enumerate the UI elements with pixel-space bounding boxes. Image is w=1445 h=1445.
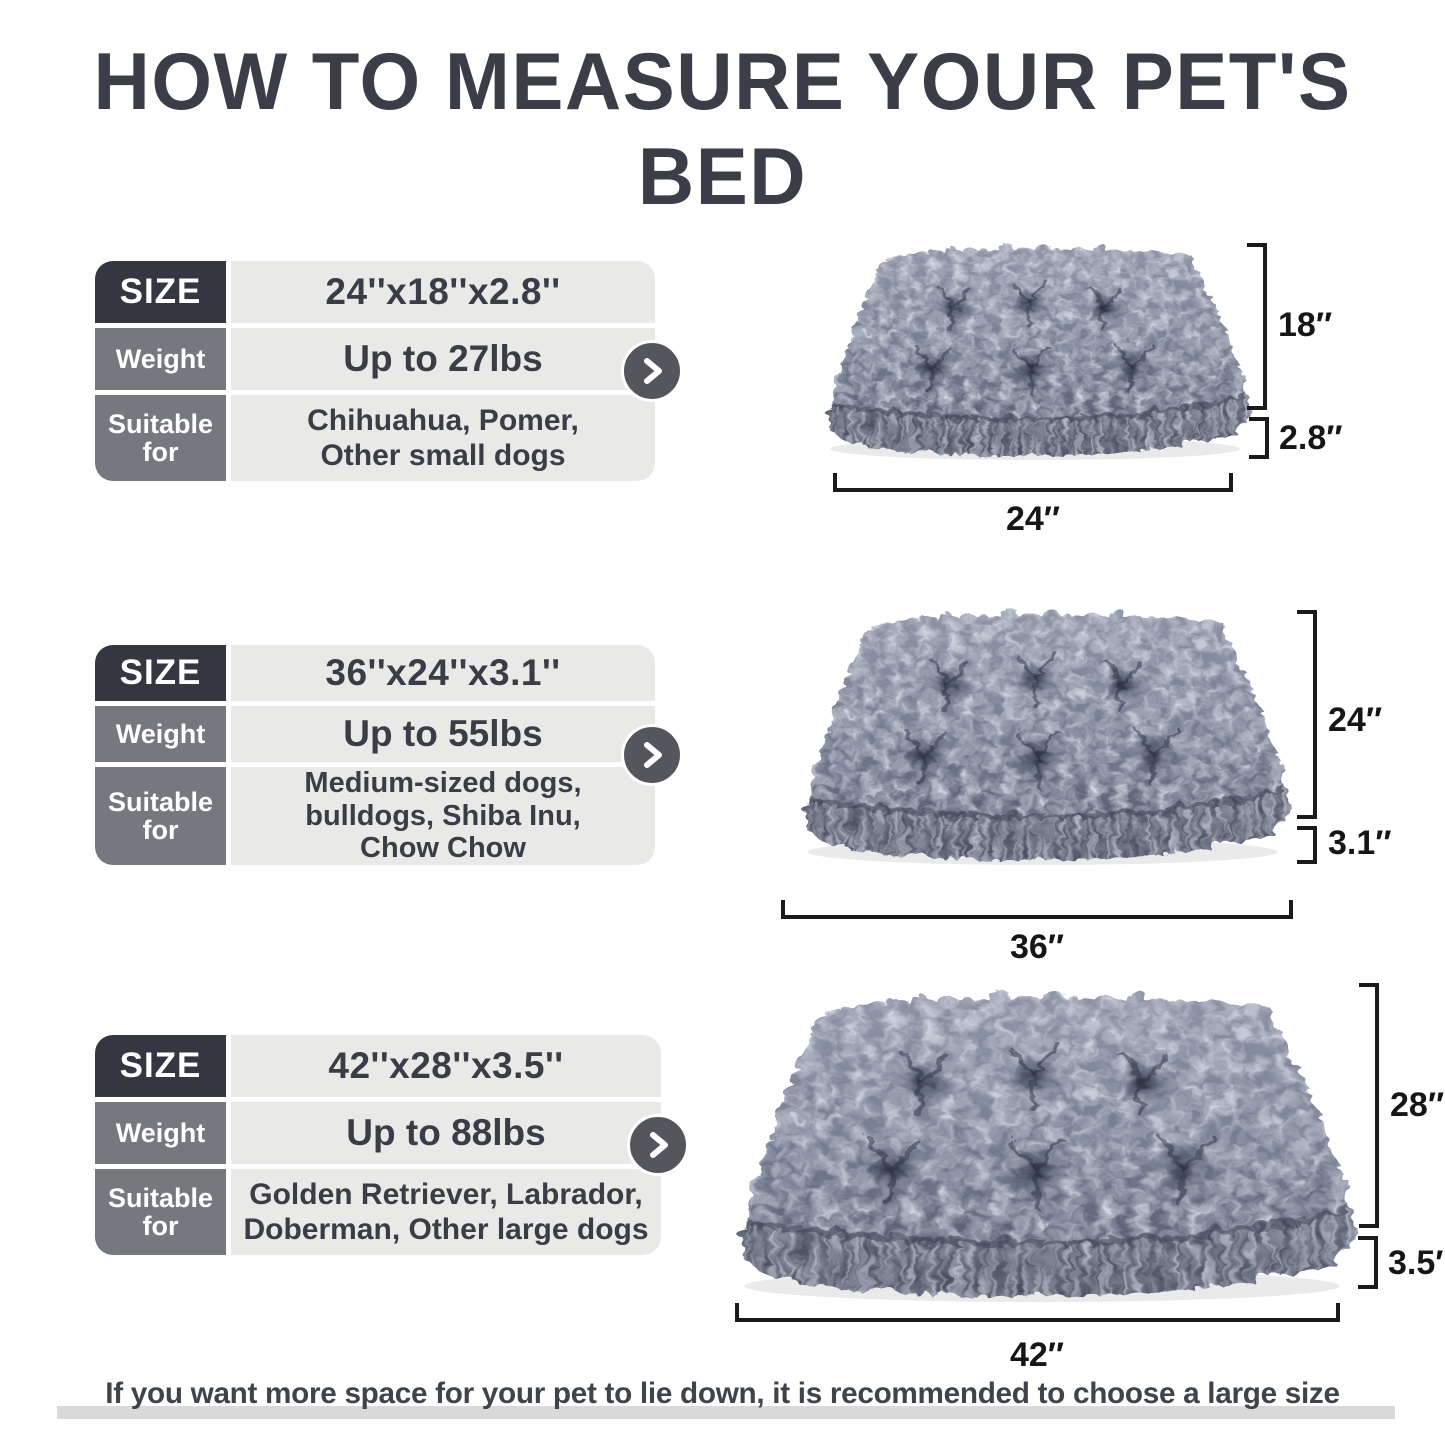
footer-highlight-bar	[57, 1406, 1395, 1419]
width-dimension-label: 24″	[1005, 500, 1061, 538]
thickness-dimension-label: 3.1″	[1328, 824, 1392, 862]
size-value: 36''x24''x3.1''	[231, 645, 655, 701]
thickness-dimension-bracket	[1358, 1236, 1378, 1289]
size-value: 24''x18''x2.8''	[231, 261, 655, 323]
suitable-for-row-label: Suitable for	[95, 767, 226, 865]
table-row: SIZE 42''x28''x3.5''	[95, 1035, 661, 1097]
table-row: Suitable for Chihuahua, Pomer, Other sma…	[95, 395, 655, 481]
depth-dimension-label: 18″	[1278, 306, 1333, 344]
pet-bed-image-small	[825, 245, 1248, 460]
table-row: Weight Up to 88lbs	[95, 1102, 661, 1164]
width-dimension-bracket	[735, 1303, 1340, 1322]
weight-value: Up to 27lbs	[231, 328, 655, 390]
weight-value: Up to 55lbs	[231, 706, 655, 762]
weight-row-label: Weight	[95, 1102, 226, 1164]
suitable-for-row-label: Suitable for	[95, 395, 226, 481]
depth-dimension-bracket	[1247, 243, 1267, 410]
size-row-label: SIZE	[95, 261, 226, 323]
suitable-for-value: Chihuahua, Pomer, Other small dogs	[231, 395, 655, 481]
width-dimension-label: 36″	[1009, 928, 1065, 966]
width-dimension-bracket	[781, 900, 1293, 919]
table-row: Suitable for Golden Retriever, Labrador,…	[95, 1169, 661, 1255]
page-title: HOW TO MEASURE YOUR PET'S BED	[93, 35, 1352, 222]
footer-note: If you want more space for your pet to l…	[105, 1377, 1340, 1410]
size-row-label: SIZE	[95, 645, 226, 701]
suitable-for-row-label: Suitable for	[95, 1169, 226, 1255]
spec-table-small: SIZE 24''x18''x2.8'' Weight Up to 27lbs …	[95, 261, 655, 481]
table-row: Suitable for Medium-sized dogs, bulldogs…	[95, 767, 655, 865]
spec-table-large: SIZE 42''x28''x3.5'' Weight Up to 88lbs …	[95, 1035, 661, 1255]
width-dimension-bracket	[833, 473, 1233, 492]
size-value: 42''x28''x3.5''	[231, 1035, 661, 1097]
weight-row-label: Weight	[95, 706, 226, 762]
depth-dimension-label: 24″	[1328, 701, 1383, 739]
pet-bed-image-medium	[801, 610, 1287, 865]
depth-dimension-label: 28″	[1390, 1086, 1445, 1124]
suitable-for-value: Golden Retriever, Labrador, Doberman, Ot…	[231, 1169, 661, 1255]
size-row-label: SIZE	[95, 1035, 226, 1097]
table-row: Weight Up to 55lbs	[95, 706, 655, 762]
chevron-right-icon	[621, 340, 683, 402]
thickness-dimension-bracket	[1249, 417, 1269, 459]
thickness-dimension-label: 2.8″	[1279, 419, 1343, 457]
chevron-right-icon	[621, 724, 683, 786]
weight-row-label: Weight	[95, 328, 226, 390]
pet-bed-image-large	[736, 992, 1351, 1302]
thickness-dimension-bracket	[1297, 826, 1317, 864]
depth-dimension-bracket	[1297, 610, 1317, 819]
suitable-for-value: Medium-sized dogs, bulldogs, Shiba Inu, …	[231, 767, 655, 865]
width-dimension-label: 42″	[1009, 1336, 1065, 1374]
table-row: SIZE 24''x18''x2.8''	[95, 261, 655, 323]
spec-table-medium: SIZE 36''x24''x3.1'' Weight Up to 55lbs …	[95, 645, 655, 865]
table-row: Weight Up to 27lbs	[95, 328, 655, 390]
weight-value: Up to 88lbs	[231, 1102, 661, 1164]
table-row: SIZE 36''x24''x3.1''	[95, 645, 655, 701]
depth-dimension-bracket	[1359, 983, 1379, 1228]
chevron-right-icon	[627, 1114, 689, 1176]
thickness-dimension-label: 3.5″	[1388, 1244, 1445, 1282]
